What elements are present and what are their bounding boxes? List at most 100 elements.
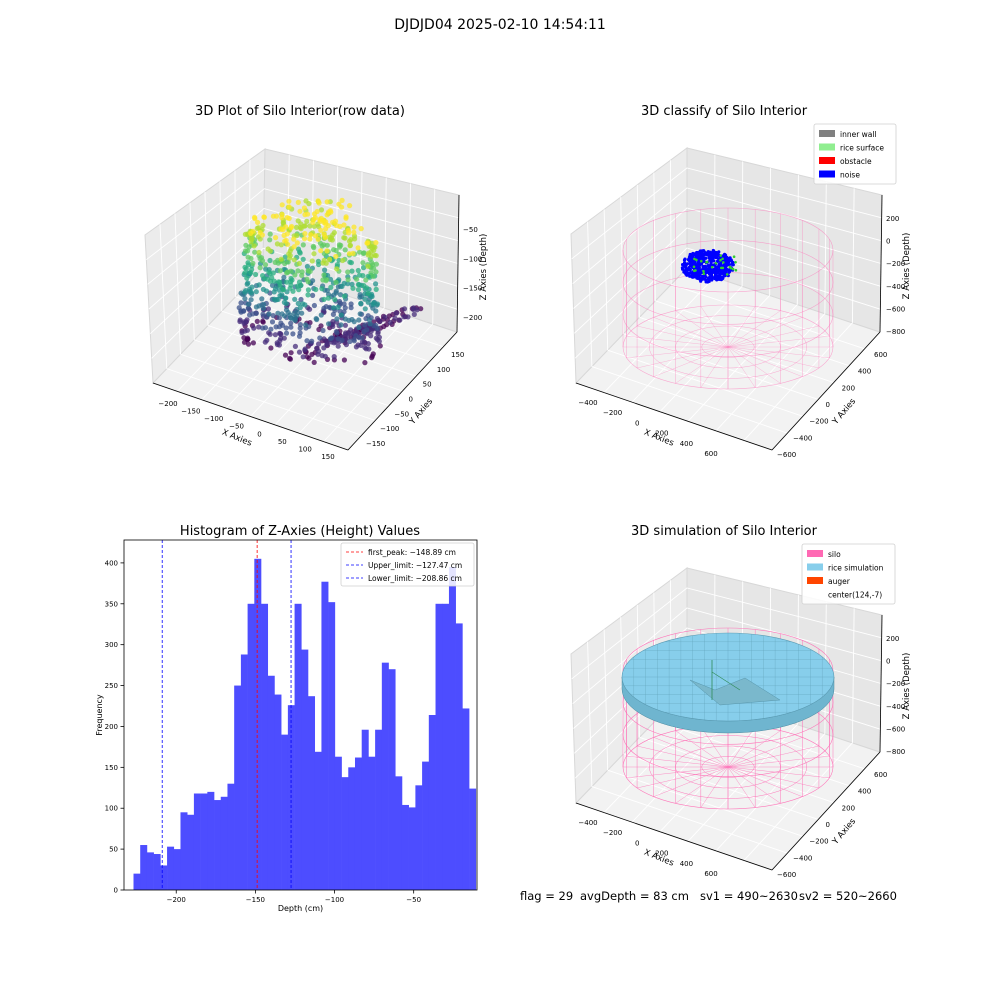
point-cloud-point	[324, 248, 330, 254]
noise-point	[695, 251, 699, 255]
noise-point	[695, 264, 699, 268]
wall-grid-line	[636, 604, 640, 738]
point-cloud-point	[259, 232, 265, 238]
point-cloud-point	[306, 355, 312, 361]
y-tick-label: −600	[777, 871, 796, 879]
point-cloud-point	[303, 349, 309, 355]
noise-point	[716, 270, 720, 274]
rice-surface-point	[705, 261, 708, 264]
noise-point	[720, 254, 724, 258]
point-cloud-point	[259, 302, 265, 308]
z-tick-label: −400	[886, 283, 905, 291]
z-axis-line	[879, 194, 883, 333]
point-cloud-point	[327, 236, 333, 242]
point-cloud-point	[274, 241, 280, 247]
point-cloud-point	[322, 353, 328, 359]
point-cloud-point	[320, 217, 326, 223]
point-cloud-point	[307, 306, 313, 312]
point-cloud-point	[355, 331, 362, 337]
noise-point	[701, 257, 705, 261]
noise-point	[696, 261, 701, 265]
point-cloud-point	[366, 243, 372, 249]
point-cloud-point	[354, 276, 360, 282]
histogram-bar	[334, 756, 342, 890]
noise-point	[697, 271, 701, 275]
noise-point	[722, 257, 726, 261]
noise-point	[717, 253, 721, 257]
noise-point	[723, 266, 727, 271]
point-cloud-point	[289, 223, 295, 230]
floor-grid-line	[659, 295, 771, 413]
silo-wire-spoke	[675, 766, 729, 804]
point-cloud-point	[309, 258, 315, 264]
point-cloud-point	[316, 261, 322, 268]
wall-grid-line	[311, 160, 314, 285]
point-cloud-point	[369, 326, 375, 332]
plot-frame	[123, 539, 478, 891]
point-cloud-point	[410, 306, 416, 312]
point-cloud-point	[249, 231, 256, 237]
noise-point	[690, 261, 694, 265]
point-cloud-point	[302, 347, 308, 353]
point-cloud-point	[324, 242, 330, 248]
point-cloud-point	[245, 336, 251, 342]
z-axis-title: Z Axies (Depth)	[902, 233, 912, 300]
point-cloud-point	[327, 276, 334, 282]
noise-point	[718, 276, 722, 280]
histogram-bar	[240, 654, 248, 890]
point-cloud-point	[355, 328, 361, 335]
point-cloud-point	[248, 255, 254, 262]
floor-grid-line	[623, 333, 819, 400]
point-cloud-point	[343, 215, 349, 221]
noise-point	[724, 270, 728, 274]
noise-point	[708, 258, 712, 262]
point-cloud-point	[321, 231, 327, 237]
noise-point	[719, 266, 723, 270]
point-cloud-point	[291, 233, 297, 239]
point-cloud-point	[327, 321, 334, 327]
point-cloud-point	[267, 248, 273, 254]
point-cloud-point	[238, 290, 244, 296]
point-cloud-point	[327, 336, 333, 342]
point-cloud-point	[312, 215, 318, 221]
point-cloud-point	[316, 326, 322, 333]
noise-point	[707, 276, 711, 280]
y-tick-label: 150	[451, 351, 464, 359]
histogram-bar	[435, 603, 443, 890]
point-cloud-point	[286, 215, 292, 221]
point-cloud-point	[338, 312, 344, 318]
floor-grid-line	[249, 281, 444, 348]
point-cloud-point	[296, 349, 303, 355]
point-cloud-point	[363, 324, 369, 331]
point-cloud-point	[283, 325, 289, 331]
noise-point	[700, 255, 705, 259]
x-tick-label: 50	[278, 438, 287, 446]
noise-point	[714, 255, 719, 259]
point-cloud-point	[305, 279, 311, 285]
point-cloud-point	[249, 284, 255, 290]
point-cloud-point	[367, 321, 373, 327]
wall-grid-line	[335, 166, 339, 293]
noise-point	[714, 273, 718, 277]
point-cloud-point	[267, 278, 274, 284]
noise-point	[729, 259, 733, 263]
point-cloud-point	[346, 251, 352, 257]
silo-wire-spoke	[637, 325, 729, 348]
point-cloud-point	[310, 278, 316, 284]
y-tick-label: −50	[394, 410, 409, 418]
point-cloud-point	[338, 242, 344, 248]
noise-point	[730, 268, 735, 272]
noise-point	[692, 272, 696, 276]
point-cloud-point	[345, 335, 351, 341]
noise-point	[693, 256, 697, 260]
point-cloud-point	[348, 305, 354, 311]
point-cloud-point	[352, 274, 358, 280]
noise-point	[722, 265, 726, 269]
silo-wire-spoke	[700, 306, 729, 348]
point-cloud-point	[368, 272, 374, 278]
wall-grid-line	[408, 183, 411, 317]
noise-point	[690, 256, 694, 260]
point-cloud-point	[366, 323, 373, 329]
point-cloud-point	[280, 217, 286, 223]
point-cloud-point	[346, 317, 352, 323]
